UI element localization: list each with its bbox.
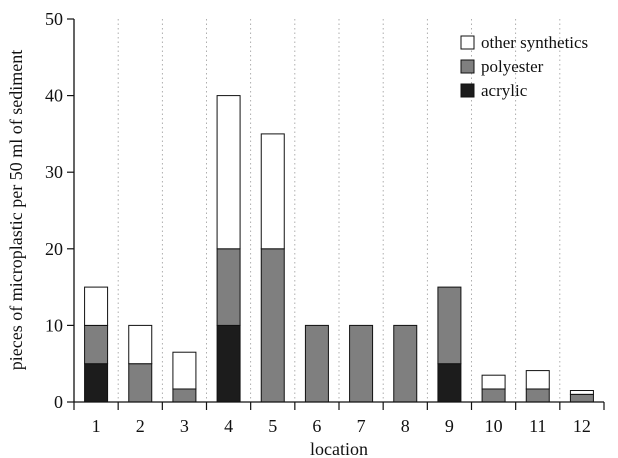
bar-polyester-location-8 xyxy=(393,324,418,403)
bar-other-synthetics-location-1 xyxy=(84,286,109,326)
bar-polyester-location-12 xyxy=(569,393,594,403)
bar-other-synthetics-location-5 xyxy=(260,133,285,250)
legend-swatch-acrylic xyxy=(460,83,475,98)
x-tick-label: 11 xyxy=(529,416,546,436)
x-axis-label: location xyxy=(310,439,368,458)
x-tick-label: 5 xyxy=(268,416,277,436)
legend-label-acrylic: acrylic xyxy=(481,81,528,100)
bar-acrylic-location-1 xyxy=(84,363,109,403)
x-tick-label: 10 xyxy=(485,416,503,436)
bar-other-synthetics-location-4 xyxy=(216,95,241,250)
legend-swatch-other-synthetics xyxy=(460,35,475,50)
bar-other-synthetics-location-10 xyxy=(481,374,506,390)
bar-acrylic-location-4 xyxy=(216,324,241,403)
y-tick-label: 10 xyxy=(45,315,63,335)
y-tick-label: 40 xyxy=(45,86,63,106)
bar-polyester-location-4 xyxy=(216,248,241,326)
x-tick-label: 12 xyxy=(573,416,591,436)
bar-polyester-location-10 xyxy=(481,388,506,403)
bars xyxy=(84,95,594,403)
bar-polyester-location-7 xyxy=(349,324,374,403)
bar-other-synthetics-location-11 xyxy=(525,370,550,390)
x-tick-label: 4 xyxy=(224,416,233,436)
bar-polyester-location-11 xyxy=(525,388,550,403)
x-tick-label: 8 xyxy=(401,416,410,436)
x-ticks: 1 2 3 4 5 6 7 8 9 10 11 12 xyxy=(73,402,605,436)
grid-lines xyxy=(117,19,561,402)
x-tick-label: 6 xyxy=(312,416,321,436)
x-tick-label: 7 xyxy=(357,416,366,436)
bar-polyester-location-9 xyxy=(437,286,462,365)
y-tick-label: 20 xyxy=(45,239,63,259)
bar-polyester-location-3 xyxy=(172,388,197,403)
y-tick-label: 0 xyxy=(54,392,63,412)
y-tick-label: 50 xyxy=(45,9,63,29)
bar-acrylic-location-9 xyxy=(437,363,462,403)
bar-polyester-location-1 xyxy=(84,324,109,365)
bar-polyester-location-5 xyxy=(260,248,285,403)
bar-polyester-location-2 xyxy=(128,363,153,403)
x-tick-label: 9 xyxy=(445,416,454,436)
legend-label-polyester: polyester xyxy=(481,57,544,76)
bar-other-synthetics-location-12 xyxy=(569,390,594,395)
x-tick-label: 3 xyxy=(180,416,189,436)
y-axis-label: pieces of microplastic per 50 ml of sedi… xyxy=(6,50,26,370)
legend: other synthetics polyester acrylic xyxy=(460,33,588,100)
bar-other-synthetics-location-2 xyxy=(128,324,153,365)
y-ticks: 0 10 20 30 40 50 xyxy=(45,9,74,412)
x-tick-label: 2 xyxy=(136,416,145,436)
axes xyxy=(73,19,604,403)
bar-polyester-location-6 xyxy=(304,324,329,403)
bar-other-synthetics-location-3 xyxy=(172,351,197,390)
x-tick-label: 1 xyxy=(92,416,101,436)
y-tick-label: 30 xyxy=(45,162,63,182)
legend-swatch-polyester xyxy=(460,59,475,74)
legend-label-other-synthetics: other synthetics xyxy=(481,33,588,52)
